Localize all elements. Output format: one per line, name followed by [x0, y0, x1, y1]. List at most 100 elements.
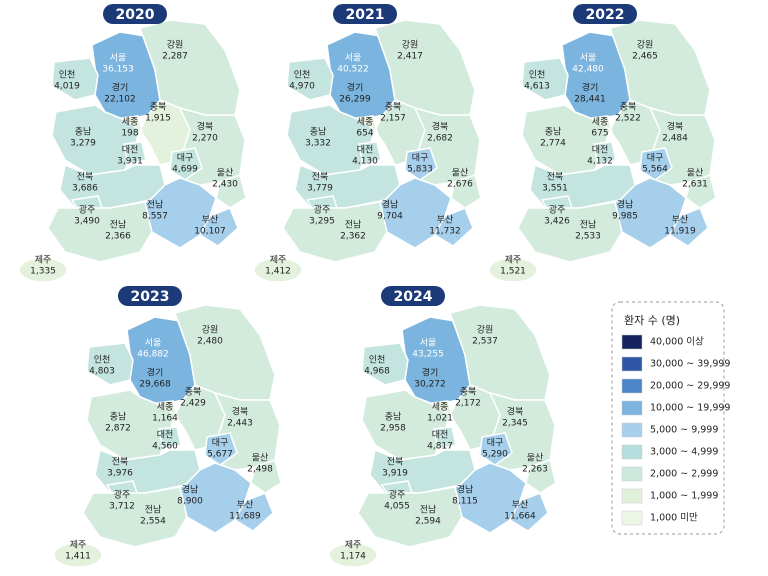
- region-value: 30,272: [414, 380, 446, 390]
- region-name: 부산: [672, 215, 689, 226]
- region-value: 1,915: [145, 114, 171, 124]
- region-name: 울산: [217, 168, 234, 179]
- region-name: 전남: [147, 200, 164, 211]
- region-name: 경남: [617, 199, 634, 211]
- region-value: 2,872: [105, 424, 131, 434]
- region-shape: [404, 147, 438, 181]
- region-name: 강원: [477, 325, 494, 336]
- region-value: 8,900: [177, 497, 203, 507]
- region-name: 전북: [547, 172, 564, 183]
- region-value: 4,132: [587, 157, 613, 167]
- region-shape: [199, 207, 239, 247]
- region-name: 인천: [369, 355, 386, 366]
- legend-swatch: [621, 422, 643, 438]
- region-name: 인천: [294, 70, 311, 81]
- region-name: 세종: [122, 117, 139, 128]
- region-value: 2,537: [472, 337, 498, 347]
- region-value: 3,295: [309, 217, 335, 227]
- region-name: 울산: [452, 168, 469, 179]
- year-badge: [103, 4, 167, 24]
- legend-swatch: [621, 400, 643, 416]
- region-value: 3,712: [109, 502, 135, 512]
- legend-swatch: [621, 444, 643, 460]
- region-name: 제주: [345, 540, 362, 551]
- region-name: 부산: [202, 215, 219, 226]
- region-value: 2,498: [247, 465, 273, 475]
- year-badge: [333, 4, 397, 24]
- region-value: 1,335: [30, 267, 56, 277]
- year-badge: [381, 286, 445, 306]
- region-name: 충북: [150, 102, 167, 113]
- legend-label: 3,000 ~ 4,999: [650, 447, 718, 458]
- region-shape: [488, 257, 538, 283]
- region-name: 대전: [432, 430, 449, 441]
- region-value: 2,443: [227, 419, 253, 429]
- region-value: 2,270: [192, 134, 218, 144]
- map: 서울36,153경기22,102인천4,019강원2,287충북1,915세종1…: [18, 19, 247, 283]
- region-value: 2,522: [615, 114, 641, 124]
- region-name: 전북: [387, 457, 404, 468]
- region-shape: [509, 492, 549, 532]
- legend-label: 1,000 미만: [650, 513, 698, 524]
- region-name: 전북: [77, 172, 94, 183]
- region-shape: [521, 57, 569, 101]
- region-name: 서울: [145, 338, 162, 349]
- region-name: 강원: [202, 325, 219, 336]
- region-value: 2,533: [575, 232, 601, 242]
- region-value: 42,480: [572, 65, 604, 75]
- region-value: 3,279: [70, 139, 96, 149]
- region-value: 654: [356, 129, 373, 139]
- region-value: 2,366: [105, 232, 131, 242]
- region-name: 경북: [432, 121, 449, 133]
- region-shape: [51, 57, 99, 101]
- region-value: 11,919: [664, 227, 696, 237]
- region-name: 대구: [177, 153, 194, 164]
- region-shape: [357, 486, 463, 548]
- region-value: 4,803: [89, 367, 115, 377]
- region-value: 4,968: [364, 367, 390, 377]
- region-value: 9,704: [377, 212, 403, 222]
- region-name: 충남: [75, 127, 92, 138]
- region-name: 광주: [314, 204, 331, 216]
- year-badge: [118, 286, 182, 306]
- region-value: 2,484: [662, 134, 688, 144]
- region-name: 충남: [545, 127, 562, 138]
- region-shape: [234, 492, 274, 532]
- region-value: 5,564: [642, 165, 668, 175]
- region-name: 대전: [157, 430, 174, 441]
- region-name: 전남: [420, 505, 437, 516]
- region-value: 2,594: [415, 517, 441, 527]
- region-shape: [250, 459, 282, 494]
- region-value: 2,157: [380, 114, 406, 124]
- region-name: 전남: [145, 505, 162, 516]
- map: 서울46,882경기29,668인천4,803강원2,480충북2,429세종1…: [53, 304, 282, 568]
- region-name: 대전: [592, 145, 609, 156]
- region-shape: [517, 201, 623, 263]
- region-name: 세종: [157, 402, 174, 413]
- region-name: 광주: [549, 204, 566, 216]
- region-value: 1,021: [427, 414, 453, 424]
- region-value: 2,465: [632, 52, 658, 62]
- region-value: 4,130: [352, 157, 378, 167]
- region-shape: [525, 459, 557, 494]
- region-name: 대전: [357, 145, 374, 156]
- region-value: 3,426: [544, 217, 570, 227]
- region-value: 2,287: [162, 52, 188, 62]
- region-name: 울산: [687, 168, 704, 179]
- region-value: 1,412: [265, 267, 291, 277]
- region-value: 198: [121, 129, 138, 139]
- region-name: 경기: [422, 367, 439, 379]
- region-value: 5,290: [482, 450, 508, 460]
- region-value: 2,480: [197, 337, 223, 347]
- region-value: 2,429: [180, 399, 206, 409]
- region-shape: [158, 426, 182, 450]
- region-shape: [204, 432, 238, 466]
- region-name: 충북: [185, 387, 202, 398]
- region-name: 경북: [197, 121, 214, 133]
- region-name: 경남: [182, 484, 199, 496]
- region-name: 경기: [582, 82, 599, 94]
- region-value: 11,689: [229, 512, 261, 522]
- region-name: 인천: [529, 70, 546, 81]
- region-value: 1,174: [340, 552, 366, 562]
